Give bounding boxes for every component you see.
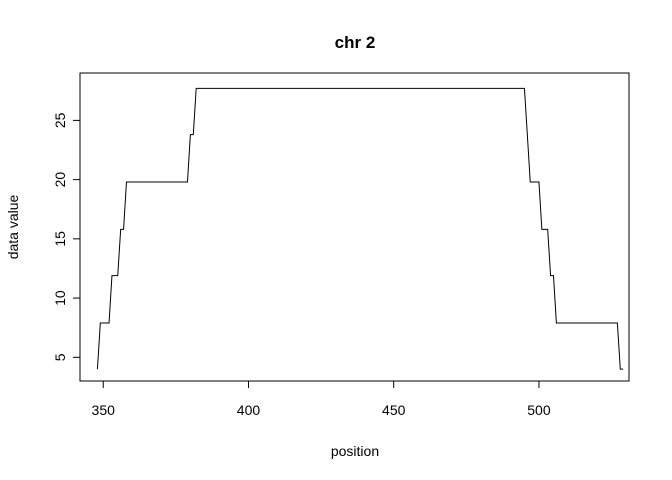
y-axis-label: data value: [5, 194, 21, 259]
y-tick-label: 10: [52, 290, 68, 306]
chart-title: chr 2: [335, 33, 376, 52]
y-tick-label: 20: [52, 172, 68, 188]
x-axis: 350 400 450 500: [92, 380, 551, 418]
series-layer: [96, 87, 624, 370]
y-tick-label: 5: [52, 353, 68, 361]
x-axis-label: position: [331, 443, 379, 459]
x-tick-label: 500: [527, 402, 551, 418]
x-tick-label: 400: [237, 402, 261, 418]
y-axis: 5 10 15 20 25: [52, 112, 81, 361]
y-tick-label: 25: [52, 112, 68, 128]
x-tick-label: 350: [92, 402, 116, 418]
plot-frame: [79, 72, 630, 382]
series-line-0: [96, 87, 624, 370]
y-tick-label: 15: [52, 231, 68, 247]
x-tick-label: 450: [382, 402, 406, 418]
